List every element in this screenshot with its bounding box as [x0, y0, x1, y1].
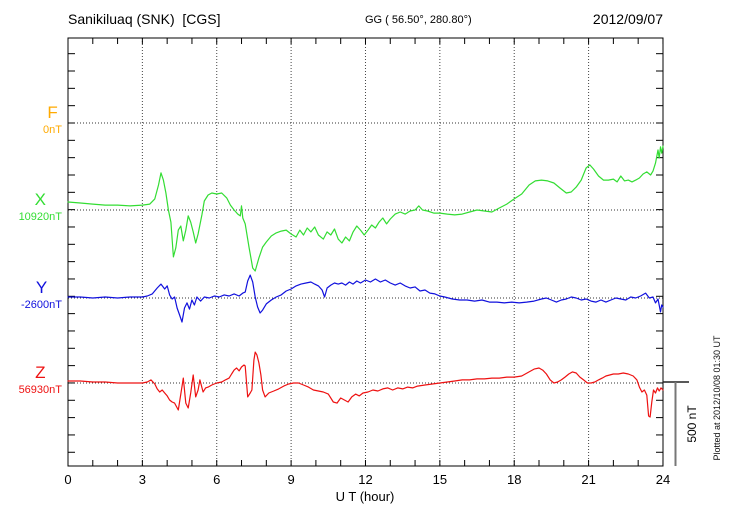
channel-label-Y: Y -2600nT	[21, 278, 62, 311]
channel-letter-Z: Z	[35, 363, 46, 382]
x-tick-label-6: 6	[213, 472, 220, 487]
channel-letter-X: X	[34, 190, 46, 209]
channel-baseline-Z: 56930nT	[18, 384, 62, 396]
x-tick-label-0: 0	[64, 472, 71, 487]
x-tick-label-24: 24	[656, 472, 670, 487]
channel-label-F: F 0nT	[43, 103, 62, 136]
plot-date: 2012/09/07	[592, 11, 663, 27]
x-tick-label-21: 21	[581, 472, 595, 487]
channel-label-Z: Z 56930nT	[19, 363, 62, 396]
channel-letter-Y: Y	[35, 278, 48, 297]
plotted-at-note: Plotted at 2012/10/08 01:30 UT	[712, 335, 722, 461]
channel-baseline-F: 0nT	[43, 124, 62, 136]
x-tick-label-3: 3	[139, 472, 146, 487]
station-title: Sanikiluaq (SNK) [CGS]	[68, 11, 221, 27]
series-Z	[67, 351, 664, 418]
series-Y	[67, 274, 664, 323]
x-tick-label-15: 15	[433, 472, 447, 487]
series-X	[67, 145, 664, 272]
channel-baseline-Y: -2600nT	[21, 299, 62, 311]
x-tick-label-12: 12	[358, 472, 372, 487]
channel-label-X: X 10920nT	[19, 190, 62, 223]
x-tick-label-9: 9	[287, 472, 294, 487]
scale-bar-label: 500 nT	[685, 405, 699, 443]
channel-baseline-X: 10920nT	[18, 211, 62, 223]
geographic-coordinates: GG ( 56.50°, 280.80°)	[365, 14, 472, 26]
x-tick-label-18: 18	[507, 472, 521, 487]
channel-letter-F: F	[47, 103, 58, 122]
x-axis-title: U T (hour)	[335, 489, 395, 504]
